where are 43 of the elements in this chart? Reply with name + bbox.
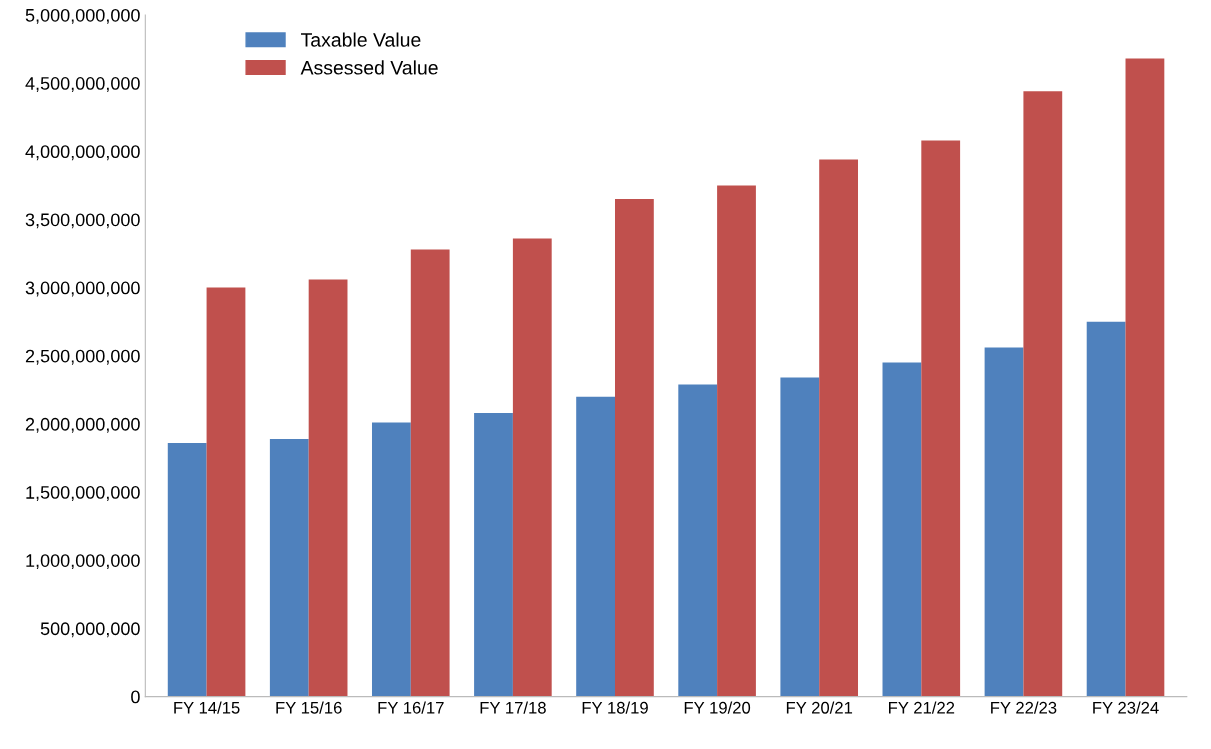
y-tick-label: 2,000,000,000 — [25, 417, 140, 433]
x-tick-label: FY 19/20 — [684, 701, 751, 714]
bar — [717, 185, 756, 697]
x-tick-label: FY 14/15 — [174, 701, 240, 714]
y-tick-label: 4,000,000,000 — [25, 145, 140, 161]
y-tick-label: 500,000,000 — [40, 622, 140, 638]
x-tick-label: FY 22/23 — [991, 701, 1057, 714]
bar — [576, 396, 615, 697]
y-tick-label: 3,000,000,000 — [25, 281, 140, 297]
y-tick-label: 1,000,000,000 — [26, 554, 140, 570]
legend-label: Assessed Value — [300, 60, 438, 75]
y-tick-label: 5,000,000,000 — [25, 8, 140, 24]
bar — [615, 199, 654, 697]
x-tick-label: FY 20/21 — [786, 701, 853, 714]
bar — [1125, 58, 1165, 697]
bar — [308, 279, 348, 697]
bar — [167, 443, 207, 697]
legend-label: Taxable Value — [301, 32, 421, 47]
y-tick-label: 4,500,000,000 — [25, 77, 140, 92]
bar — [678, 384, 718, 697]
bar — [512, 238, 552, 697]
bar — [371, 422, 411, 697]
bar — [882, 362, 922, 697]
x-tick-label: FY 17/18 — [480, 701, 546, 714]
y-tick-label: 1,500,000,000 — [26, 486, 140, 501]
bar — [410, 249, 450, 697]
bar — [984, 347, 1024, 697]
bar — [1086, 321, 1126, 697]
bar — [780, 377, 820, 697]
bar — [474, 413, 513, 697]
x-tick-label: FY 16/17 — [378, 701, 444, 714]
bar — [921, 140, 961, 697]
bar — [269, 438, 309, 697]
x-tick-label: FY 15/16 — [276, 701, 342, 714]
y-tick-label: 3,500,000,000 — [25, 213, 140, 229]
bar — [819, 159, 859, 697]
x-tick-label: FY 18/19 — [582, 701, 648, 714]
x-tick-label: FY 21/22 — [889, 701, 955, 714]
x-tick-label: FY 23/24 — [1093, 701, 1159, 714]
bar — [206, 287, 246, 697]
bar — [1023, 91, 1063, 697]
y-tick-label: 0 — [131, 690, 140, 704]
y-tick-label: 2,500,000,000 — [25, 349, 140, 365]
